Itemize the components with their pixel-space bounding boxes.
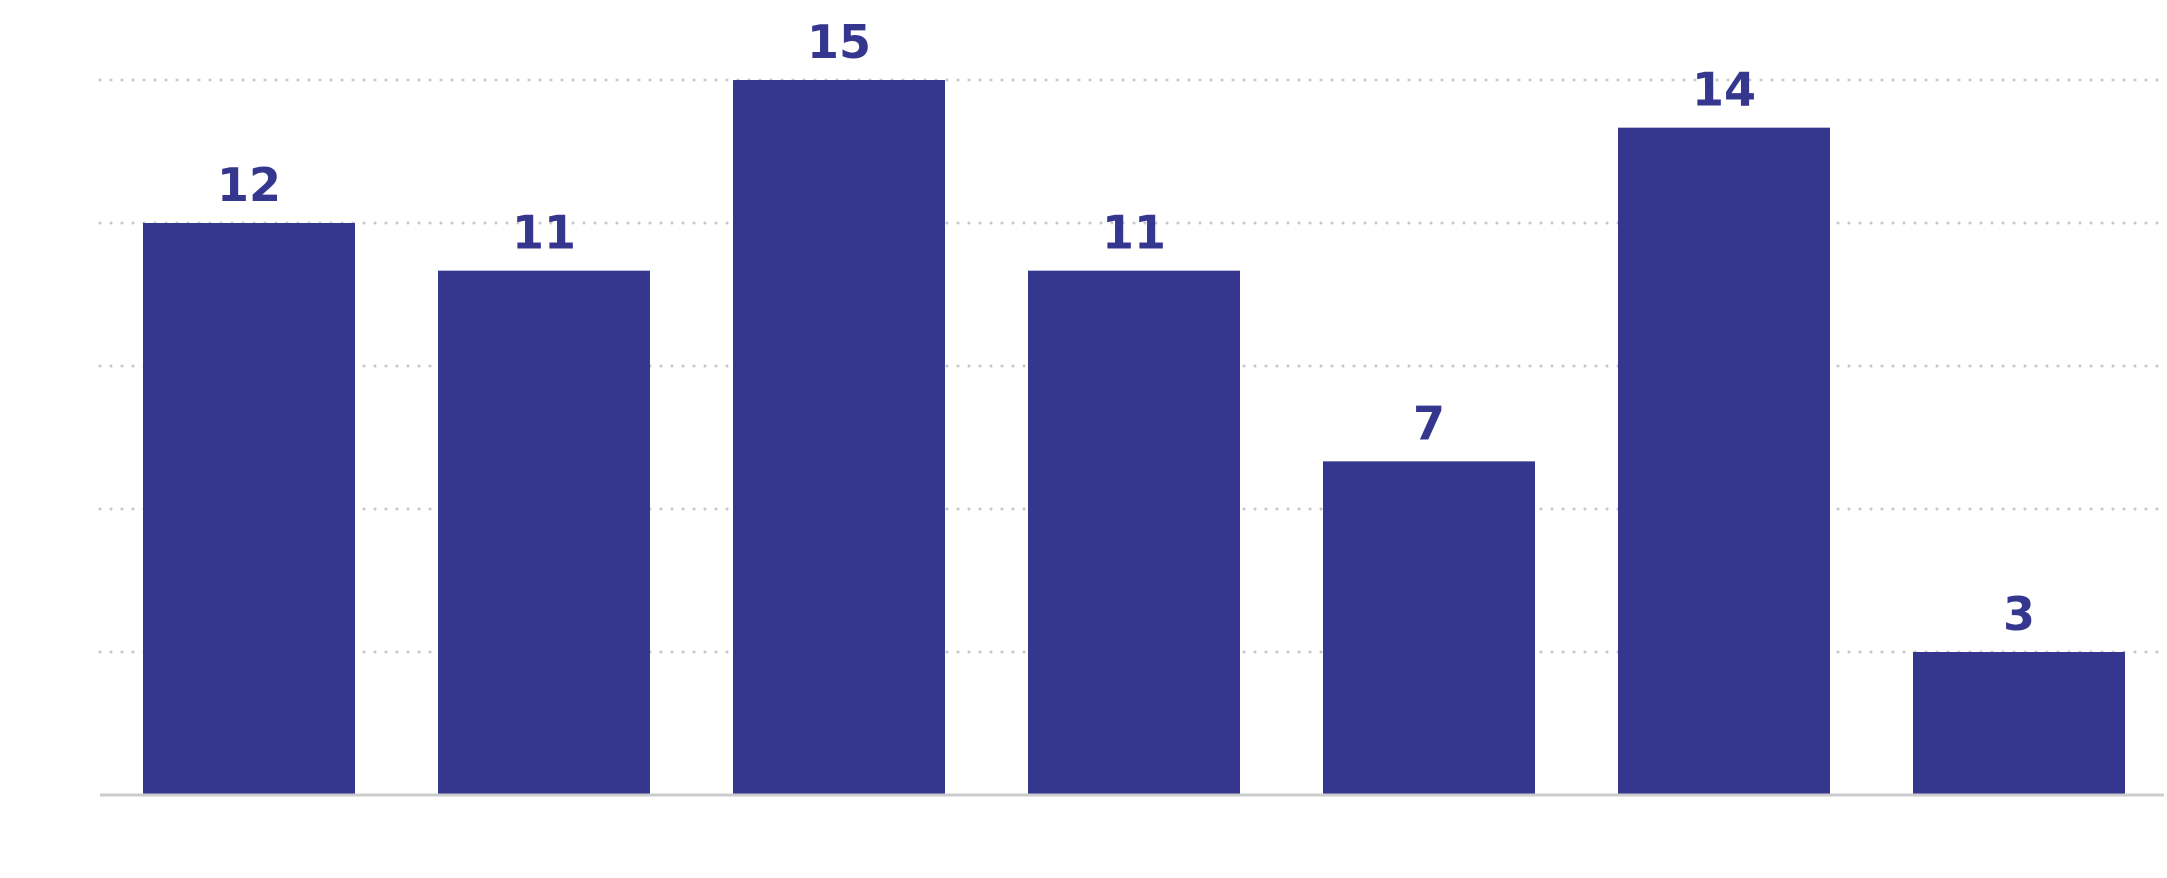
bar-value-label: 12 bbox=[217, 158, 281, 212]
bar bbox=[1618, 127, 1830, 795]
bar-value-label: 7 bbox=[1413, 396, 1445, 450]
bar bbox=[1323, 461, 1535, 795]
value-labels: 12 11 15 11 7 14 3 bbox=[217, 15, 2035, 641]
bar bbox=[733, 80, 945, 795]
bar-value-label: 15 bbox=[807, 15, 871, 69]
bar-value-label: 14 bbox=[1692, 63, 1756, 117]
bar bbox=[438, 270, 650, 796]
bar bbox=[1028, 270, 1240, 796]
bar-value-label: 11 bbox=[1102, 206, 1166, 260]
bar-value-label: 11 bbox=[512, 206, 576, 260]
bar bbox=[143, 223, 355, 795]
bars bbox=[143, 80, 2125, 796]
bar-value-label: 3 bbox=[2003, 587, 2035, 641]
bar bbox=[1913, 652, 2125, 795]
